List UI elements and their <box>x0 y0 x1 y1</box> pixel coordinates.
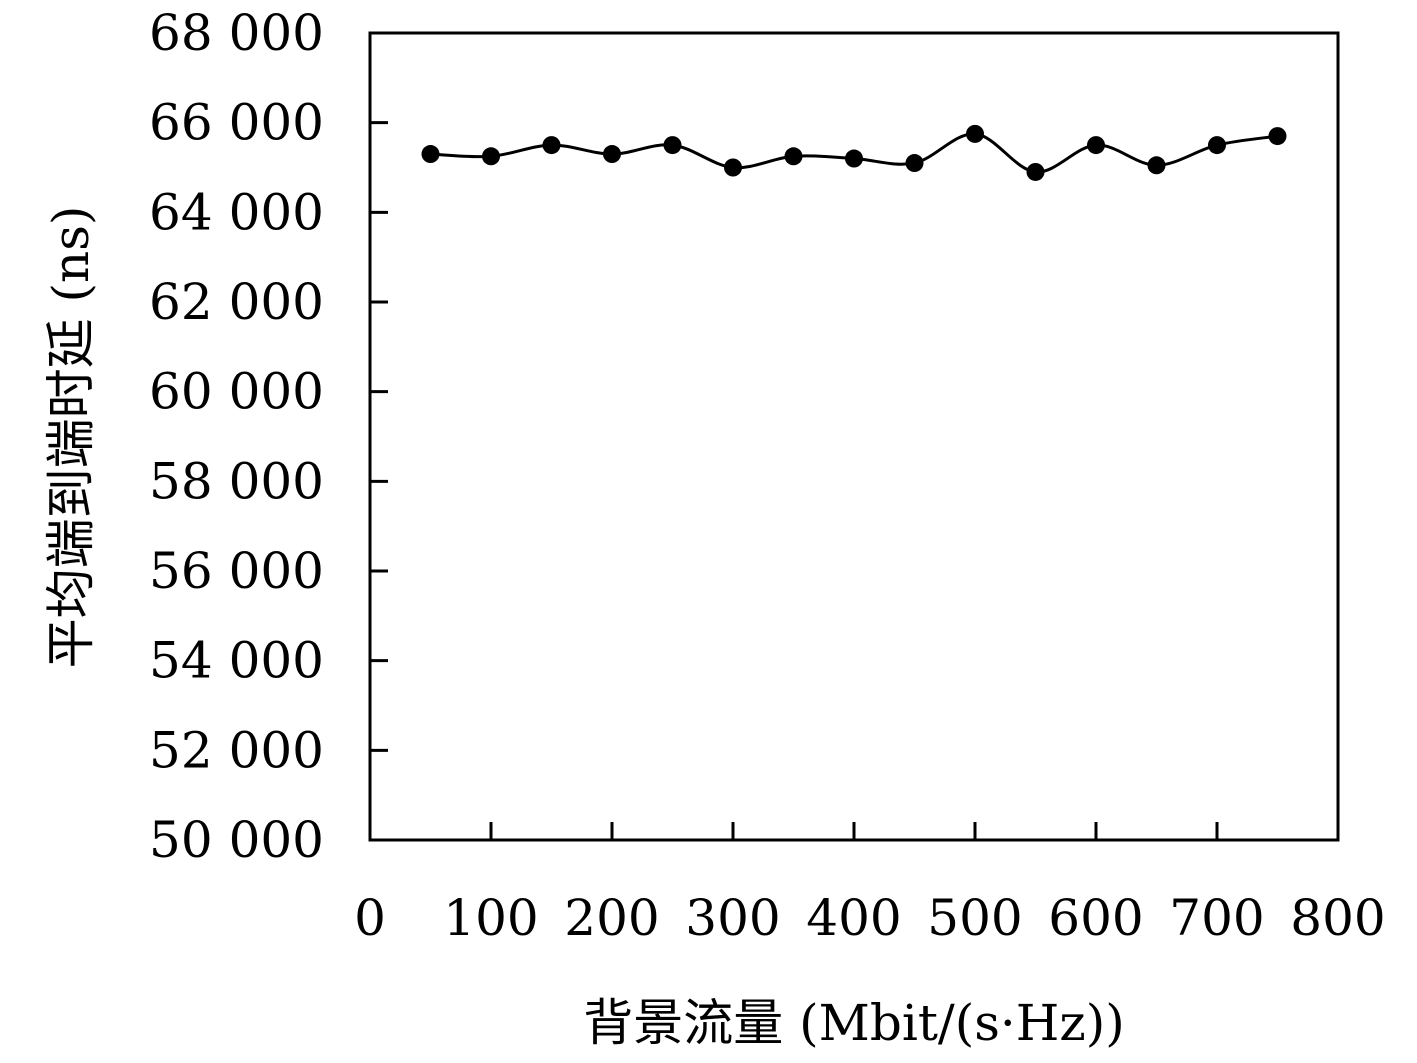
data-point <box>724 158 742 177</box>
x-tick-label: 300 <box>685 889 780 947</box>
data-point <box>663 136 682 155</box>
x-axis-label: 背景流量 (Mbit/(s·Hz)) <box>583 994 1125 1052</box>
data-point <box>542 136 561 155</box>
y-tick-label: 66 000 <box>149 94 324 152</box>
y-tick-label: 56 000 <box>149 542 324 600</box>
x-tick-label: 800 <box>1290 889 1385 947</box>
data-point <box>966 124 984 143</box>
x-tick-label: 100 <box>443 889 538 947</box>
data-point <box>421 145 440 164</box>
x-tick-label: 200 <box>564 889 659 947</box>
data-point <box>1147 156 1166 175</box>
data-point <box>1026 162 1045 181</box>
y-tick-label: 58 000 <box>149 452 324 510</box>
y-tick-label: 62 000 <box>149 273 324 331</box>
y-tick-label: 64 000 <box>149 183 324 241</box>
data-point <box>1087 136 1105 155</box>
x-tick-label: 400 <box>806 889 901 947</box>
data-point <box>603 145 621 164</box>
data-point <box>845 149 863 168</box>
axes: 50 000 52 000 54 000 56 000 58 000 60 000 62 0… <box>149 4 1386 947</box>
y-tick-label: 54 000 <box>149 632 324 690</box>
data-point <box>784 147 803 166</box>
y-tick-label: 52 000 <box>149 721 324 779</box>
data-point <box>1208 136 1226 155</box>
x-tick-label: 500 <box>927 889 1022 947</box>
y-axis-label: 平均端到端时延 (ns) <box>42 206 100 669</box>
series-layer <box>421 124 1287 181</box>
data-point <box>482 147 500 166</box>
y-tick-label: 60 000 <box>149 363 324 421</box>
x-tick-label: 0 <box>354 889 386 947</box>
data-point <box>1268 127 1287 146</box>
y-tick-label: 50 000 <box>149 811 324 869</box>
x-tick-label: 600 <box>1048 889 1143 947</box>
y-tick-label: 68 000 <box>149 4 324 62</box>
data-point <box>905 154 924 173</box>
x-tick-label: 700 <box>1169 889 1264 947</box>
